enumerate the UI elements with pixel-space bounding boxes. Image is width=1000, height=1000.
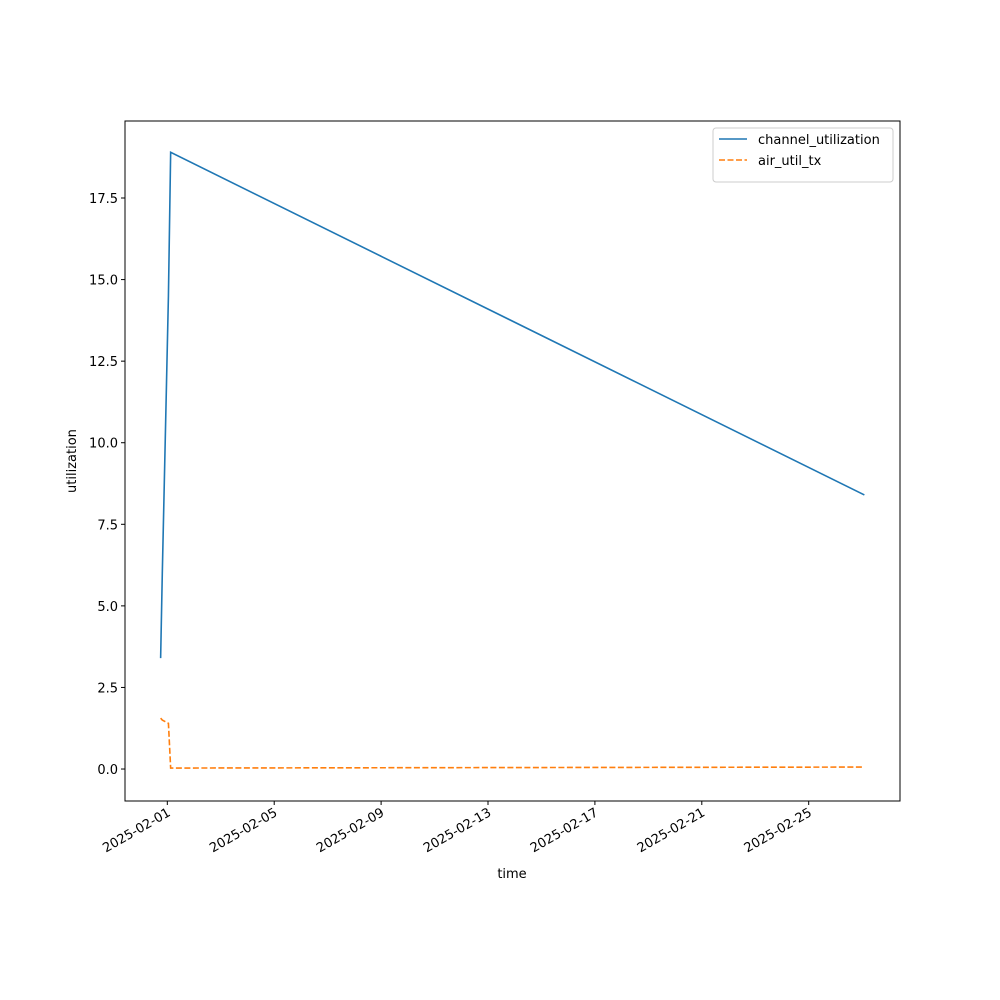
y-tick-label: 15.0 (89, 274, 118, 289)
series-line (160, 717, 865, 769)
y-tick-label: 2.5 (97, 681, 118, 696)
series-line (159, 151, 865, 659)
x-axis-label: time (497, 867, 526, 882)
y-axis-label: utilization (65, 429, 80, 493)
y-tick-label: 0.0 (97, 763, 118, 778)
legend-label: air_util_tx (758, 154, 822, 169)
y-tick-label: 7.5 (97, 518, 118, 533)
y-tick-label: 12.5 (89, 355, 118, 370)
legend-box (712, 127, 894, 183)
y-tick-label: 17.5 (89, 192, 118, 207)
y-tick-label: 5.0 (97, 600, 118, 615)
axes-frame (124, 120, 901, 802)
y-tick-label: 10.0 (89, 437, 118, 452)
legend-label: channel_utilization (758, 133, 880, 148)
